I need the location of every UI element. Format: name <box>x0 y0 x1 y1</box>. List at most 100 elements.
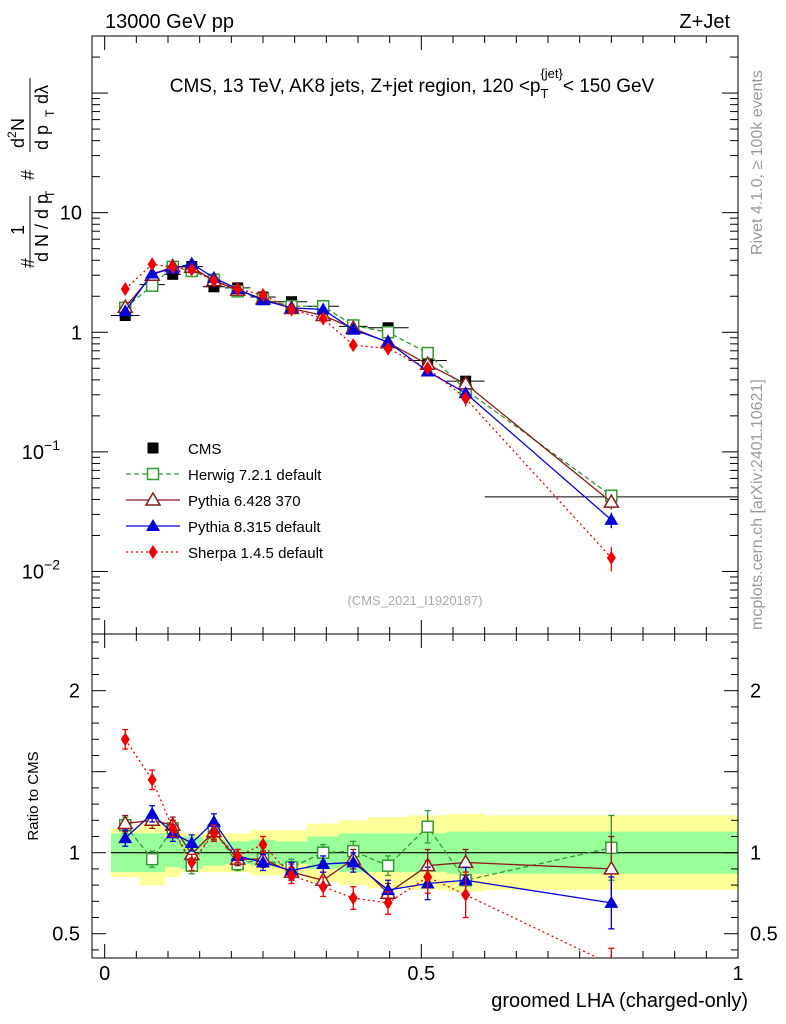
svg-text:d: d <box>8 138 28 148</box>
legend-marker-herwig <box>146 467 160 481</box>
ratio-frame <box>91 633 739 959</box>
legend-label-pythia6: Pythia 6.428 370 <box>188 493 301 510</box>
legend-marker-pythia6 <box>144 491 162 506</box>
ratio-point-sherpa <box>461 887 471 902</box>
ratio-line-herwig <box>124 824 612 881</box>
y-tick-label: 10−1 <box>22 437 60 464</box>
legend: CMS Herwig 7.2.1 default Pythia 6.428 370 P… <box>126 441 324 562</box>
x-tick-label: 0.5 <box>407 963 435 985</box>
ratio-point-sherpa <box>233 848 243 863</box>
point-pythia8 <box>118 304 133 317</box>
ratio-point-sherpa <box>610 957 612 958</box>
ratio-point-pythia8 <box>604 895 619 908</box>
main-panel: 10−2 10−1 1 10 CMS, 13 TeV, AK8 jets, Z+jet… <box>22 35 739 635</box>
ratio-point-pythia8 <box>184 835 199 848</box>
point-sherpa <box>461 391 471 406</box>
point-herwig <box>145 279 159 292</box>
legend-label-cms: CMS <box>188 441 221 458</box>
ratio-y-tick-label-right: 1 <box>750 843 761 865</box>
svg-text:1: 1 <box>8 225 28 235</box>
x-tick-label: 1 <box>732 963 743 985</box>
ratio-point-sherpa <box>147 772 157 787</box>
legend-marker-pythia8 <box>146 519 160 531</box>
point-sherpa <box>258 287 268 302</box>
ratio-point-sherpa <box>187 855 197 870</box>
svg-text:#: # <box>18 258 38 268</box>
point-pythia8 <box>381 334 396 347</box>
mcplots-label: mcplots.cern.ch [arXiv:2401.10621] <box>749 379 766 630</box>
svg-text:dλ: dλ <box>32 85 52 104</box>
ratio-series-sherpa <box>120 728 615 958</box>
ratio-point-pythia8 <box>381 882 396 895</box>
x-tick-label: 0 <box>99 963 110 985</box>
series-pythia8 <box>118 256 619 529</box>
ratio-point-pythia8 <box>145 806 160 819</box>
point-cms <box>167 268 179 280</box>
svg-text:N: N <box>8 118 28 131</box>
svg-text:d p: d p <box>32 125 52 150</box>
analysis-watermark: (CMS_2021_I1920187) <box>347 593 482 608</box>
point-pythia6 <box>603 493 620 508</box>
ratio-point-sherpa <box>120 732 130 747</box>
svg-text:#: # <box>18 170 38 180</box>
ratio-point-sherpa <box>318 879 328 894</box>
point-sherpa <box>187 262 197 277</box>
rivet-label: Rivet 4.1.0, ≥ 100k events <box>749 70 766 255</box>
ratio-y-tick-label-right: 0.5 <box>750 924 778 946</box>
point-sherpa <box>147 257 157 272</box>
point-pythia8 <box>604 512 619 525</box>
ratio-panel: 0.5 0.5 1 1 2 2 0 0.5 1 <box>52 633 778 985</box>
ratio-y-tick-label-right: 2 <box>750 681 761 703</box>
point-sherpa <box>423 361 433 376</box>
ratio-y-tick-label: 1 <box>69 843 80 865</box>
point-sherpa <box>120 282 130 297</box>
ratio-point-herwig <box>381 859 395 872</box>
point-pythia8 <box>346 322 361 335</box>
y-tick-label: 1 <box>71 322 82 344</box>
y-tick-label: 10−2 <box>22 556 60 583</box>
energy-label: 13000 GeV pp <box>105 11 234 33</box>
ratio-point-sherpa <box>348 891 358 906</box>
ratio-point-pythia8 <box>118 831 133 844</box>
svg-text:T: T <box>43 190 57 198</box>
ratio-y-tick-label: 0.5 <box>52 924 80 946</box>
ratio-y-tick-label: 2 <box>69 681 80 703</box>
point-sherpa <box>383 341 393 356</box>
legend-marker-sherpa <box>148 545 158 559</box>
ratio-point-pythia8 <box>256 855 270 868</box>
ratio-point-sherpa <box>209 826 219 841</box>
legend-label-herwig: Herwig 7.2.1 default <box>188 467 322 484</box>
main-ylabel: # 1 d N / d p T # d 2 N d p T dλ <box>5 78 57 268</box>
ratio-point-pythia6 <box>116 815 134 830</box>
plot-title: CMS, 13 TeV, AK8 jets, Z+jet region, 120… <box>170 66 655 101</box>
ratio-point-sherpa <box>423 870 433 884</box>
series-herwig <box>119 260 618 503</box>
svg-text:T: T <box>43 109 57 117</box>
point-sherpa <box>348 338 358 353</box>
point-sherpa <box>233 282 243 297</box>
legend-marker-cms <box>147 442 159 454</box>
series-line-herwig <box>124 266 612 497</box>
series-line-sherpa <box>124 263 612 559</box>
point-sherpa <box>606 550 616 565</box>
ratio-point-sherpa <box>258 837 268 852</box>
point-sherpa <box>209 273 219 288</box>
svg-text:d N / d p: d N / d p <box>32 194 52 262</box>
y-tick-label: 10 <box>60 203 82 225</box>
ratio-point-sherpa <box>383 895 393 910</box>
ratio-point-pythia6 <box>603 860 620 875</box>
point-pythia8 <box>145 266 160 279</box>
series-sherpa <box>120 257 616 572</box>
ratio-ylabel: Ratio to CMS <box>25 751 42 840</box>
point-sherpa <box>318 311 328 326</box>
ratio-point-herwig <box>145 852 159 866</box>
point-sherpa <box>168 260 178 275</box>
legend-label-sherpa: Sherpa 1.4.5 default <box>188 545 324 562</box>
legend-label-pythia8: Pythia 8.315 default <box>188 519 321 536</box>
xlabel: groomed LHA (charged-only) <box>491 990 748 1012</box>
ratio-point-sherpa <box>168 821 178 836</box>
ratio-point-pythia8 <box>346 855 361 868</box>
svg-text:2: 2 <box>5 131 19 138</box>
ratio-point-pythia8 <box>206 814 221 827</box>
